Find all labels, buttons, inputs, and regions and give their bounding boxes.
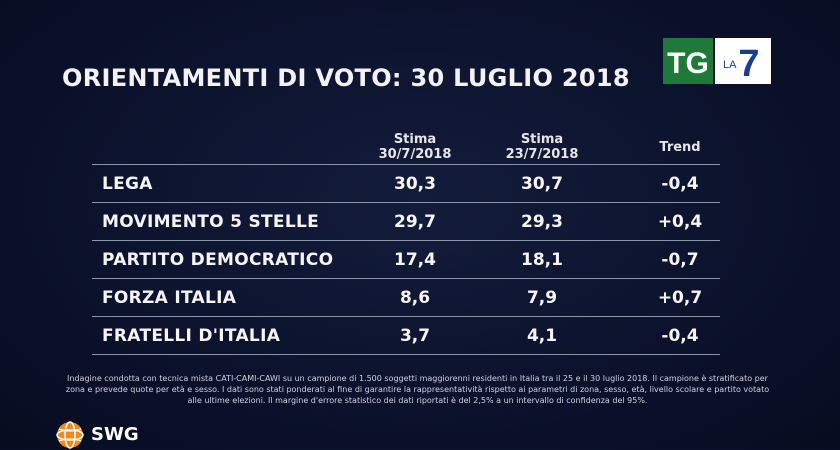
chart-title: ORIENTAMENTI DI VOTO: 30 LUGLIO 2018 (62, 64, 630, 92)
trend-value: -0,4 (661, 326, 699, 346)
la7-logo-white-block (715, 38, 771, 84)
tg-logo-text: TG (667, 47, 709, 80)
column-header-line1: Stima (520, 132, 564, 147)
table-row: LEGA 30,3 30,7 -0,4 (92, 164, 720, 202)
estimate-23-7-value: 18,1 (521, 250, 563, 270)
estimate-30-7-value: 29,7 (394, 212, 436, 232)
table-header: Stima 30/7/2018 Stima 23/7/2018 Trend (92, 132, 720, 164)
methodology-note: Indagine condotta con tecnica mista CATI… (65, 374, 770, 405)
party-name: LEGA (102, 174, 153, 194)
estimate-23-7-value: 29,3 (521, 212, 563, 232)
swg-globe-icon (56, 420, 84, 449)
party-name: MOVIMENTO 5 STELLE (102, 212, 319, 232)
table-row: PARTITO DEMOCRATICO 17,4 18,1 -0,7 (92, 240, 720, 278)
trend-value: +0,7 (657, 288, 703, 308)
table-row: MOVIMENTO 5 STELLE 29,7 29,3 +0,4 (92, 202, 720, 240)
poll-table: Stima 30/7/2018 Stima 23/7/2018 Trend LE… (92, 132, 720, 355)
party-name: FORZA ITALIA (102, 288, 237, 308)
column-header-line2: 23/7/2018 (505, 147, 579, 162)
table-row: FRATELLI D'ITALIA 3,7 4,1 -0,4 (92, 316, 720, 355)
column-header-stima-23-7: Stima 23/7/2018 (502, 132, 582, 162)
column-header-line2: 30/7/2018 (378, 147, 452, 162)
swg-brand: SWG (55, 420, 139, 449)
party-name: FRATELLI D'ITALIA (102, 326, 281, 346)
column-header-trend: Trend (650, 140, 710, 155)
estimate-30-7-value: 30,3 (394, 174, 436, 194)
column-header-stima-30-7: Stima 30/7/2018 (375, 132, 455, 162)
column-header-line1: Trend (659, 140, 701, 155)
table-row: FORZA ITALIA 8,6 7,9 +0,7 (92, 278, 720, 316)
la7-logo-la-text: LA (723, 59, 737, 71)
estimate-23-7-value: 7,9 (526, 288, 558, 308)
trend-value: -0,7 (661, 250, 699, 270)
column-header-line1: Stima (393, 132, 437, 147)
tg-logo-green-block (663, 38, 713, 84)
estimate-30-7-value: 17,4 (394, 250, 436, 270)
la7-logo-seven-text: 7 (738, 43, 759, 84)
estimate-23-7-value: 4,1 (526, 326, 558, 346)
table-body: LEGA 30,3 30,7 -0,4 MOVIMENTO 5 STELLE 29,7 29… (92, 164, 720, 355)
trend-value: -0,4 (661, 174, 699, 194)
estimate-23-7-value: 30,7 (521, 174, 563, 194)
swg-brand-text: SWG (91, 424, 139, 445)
estimate-30-7-value: 3,7 (399, 326, 431, 346)
party-name: PARTITO DEMOCRATICO (102, 250, 334, 270)
trend-value: +0,4 (657, 212, 703, 232)
tg-la7-logo: TG LA 7 (663, 38, 771, 84)
estimate-30-7-value: 8,6 (399, 288, 431, 308)
